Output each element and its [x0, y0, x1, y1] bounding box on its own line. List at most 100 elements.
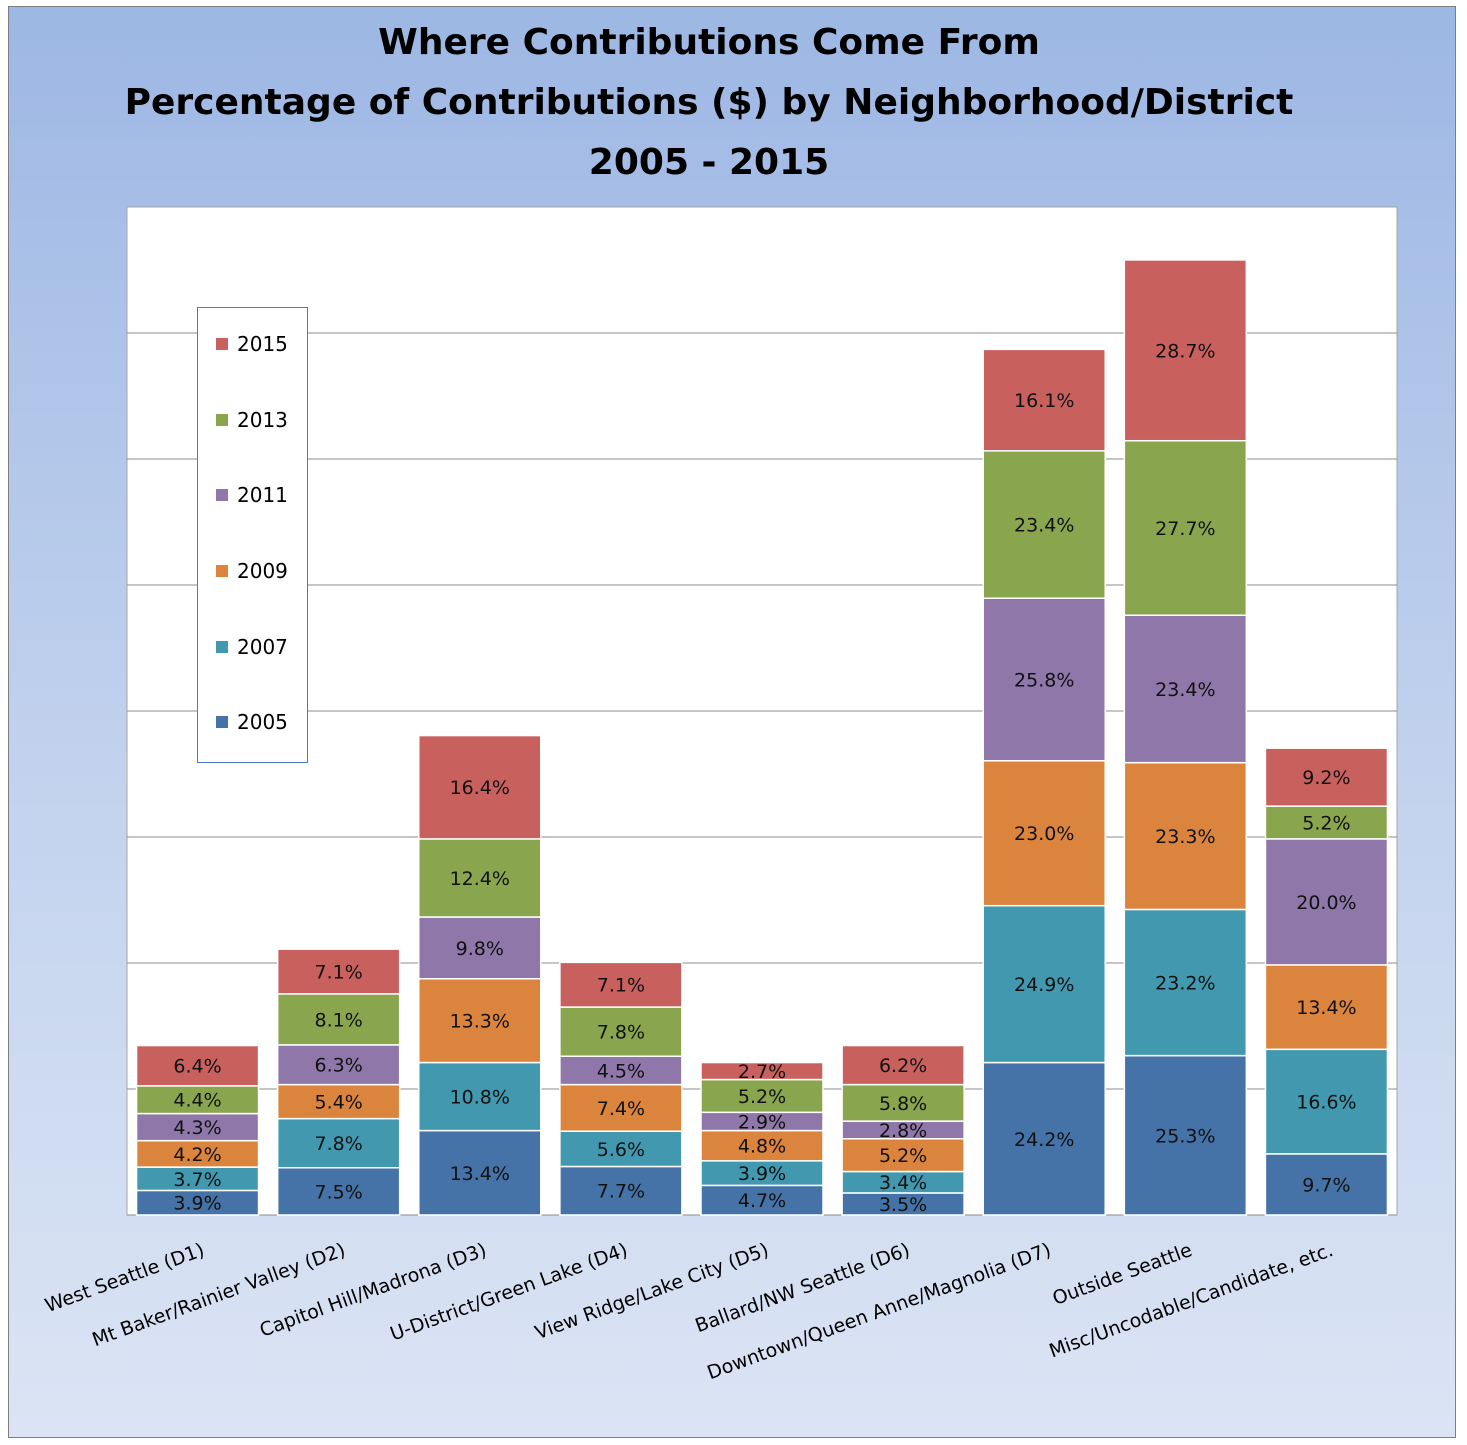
bar-segment	[700, 1061, 824, 1081]
data-label: 3.9%	[173, 1193, 221, 1215]
chart-title-line-1: Where Contributions Come From	[378, 22, 1040, 63]
data-label: 23.0%	[1014, 823, 1074, 845]
legend-label-2013: 2013	[237, 408, 288, 432]
data-label: 4.3%	[173, 1117, 221, 1139]
data-label: 5.2%	[879, 1145, 927, 1167]
legend-swatch-2007	[216, 641, 228, 653]
data-label: 10.8%	[450, 1087, 510, 1109]
data-label: 13.3%	[450, 1011, 510, 1033]
chart-title-line-3: 2005 - 2015	[588, 142, 830, 183]
data-label: 24.2%	[1014, 1129, 1074, 1151]
legend-entry-2007: 2007	[216, 635, 288, 659]
data-label: 23.3%	[1155, 826, 1215, 848]
bar-segment	[418, 916, 542, 980]
data-label: 16.1%	[1014, 390, 1074, 412]
data-label: 25.8%	[1014, 670, 1074, 692]
bar-segment	[135, 1139, 260, 1168]
data-label: 23.2%	[1155, 973, 1215, 995]
x-tick-label: View Ridge/Lake City (D5)	[532, 1239, 772, 1344]
bar-segment	[418, 838, 542, 918]
data-label: 4.5%	[597, 1060, 645, 1082]
data-label: 7.1%	[597, 975, 645, 997]
data-label: 7.5%	[315, 1181, 363, 1203]
legend-label-2009: 2009	[237, 559, 288, 583]
bar-segment	[700, 1129, 824, 1162]
data-label: 16.4%	[450, 777, 510, 799]
data-label: 3.9%	[738, 1163, 786, 1185]
data-label: 20.0%	[1296, 892, 1356, 914]
bar-segment	[276, 1083, 401, 1120]
data-label: 27.7%	[1155, 518, 1215, 540]
bar-segment	[276, 1117, 401, 1169]
data-label: 23.4%	[1155, 679, 1215, 701]
data-label: 12.4%	[450, 868, 510, 890]
legend-swatch-2013	[216, 414, 228, 426]
legend-entry-2011: 2011	[216, 483, 288, 507]
bar-segment	[276, 948, 401, 995]
legend-swatch-2009	[216, 565, 228, 577]
bar-segment	[418, 978, 542, 1064]
bar-segment	[1264, 805, 1389, 840]
bar-segment	[559, 1083, 683, 1132]
bar-segment	[700, 1184, 824, 1216]
chart-title-line-2: Percentage of Contributions ($) by Neigh…	[124, 82, 1294, 123]
data-label: 7.4%	[597, 1098, 645, 1120]
bar-segment	[135, 1189, 260, 1216]
bar-segment	[135, 1112, 260, 1142]
data-label: 3.4%	[879, 1172, 927, 1194]
data-label: 6.4%	[173, 1056, 221, 1078]
bar-segment	[418, 1061, 542, 1132]
data-label: 5.4%	[315, 1092, 363, 1114]
data-label: 7.7%	[597, 1181, 645, 1203]
data-label: 6.3%	[315, 1055, 363, 1077]
legend-label-2007: 2007	[237, 635, 288, 659]
stacked-bar-chart: 3.9%3.7%4.2%4.3%4.4%6.4%West Seattle (D1…	[42, 206, 1398, 1384]
bar-segment	[1123, 439, 1248, 616]
data-label: 23.4%	[1014, 515, 1074, 537]
chart-frame: Where Contributions Come From Percentage…	[8, 6, 1456, 1438]
bar-segment	[1123, 259, 1248, 442]
bar-segment	[135, 1085, 260, 1115]
data-label: 5.8%	[879, 1093, 927, 1115]
data-label: 5.2%	[1302, 813, 1350, 835]
bar-segment	[1123, 1054, 1248, 1216]
bar-segment	[1264, 1153, 1389, 1216]
chart-legend: 2015 2013 2011 2009 2007 2005	[197, 307, 308, 763]
bar-segment	[559, 1055, 683, 1086]
legend-entry-2015: 2015	[216, 332, 288, 356]
bar-segment	[135, 1044, 260, 1087]
data-label: 2.9%	[738, 1111, 786, 1133]
bar-segment	[1123, 614, 1248, 764]
data-label: 2.8%	[879, 1120, 927, 1142]
data-label: 25.3%	[1155, 1125, 1215, 1147]
data-label: 6.2%	[879, 1055, 927, 1077]
legend-entry-2013: 2013	[216, 408, 288, 432]
legend-entry-2009: 2009	[216, 559, 288, 583]
bar-segment	[1264, 747, 1389, 807]
bar-segment	[418, 734, 542, 840]
legend-label-2011: 2011	[237, 483, 288, 507]
x-tick-label: U-District/Green Lake (D4)	[387, 1239, 630, 1345]
bar-segment	[982, 597, 1106, 762]
bar-segment	[1123, 761, 1248, 911]
data-label: 24.9%	[1014, 974, 1074, 996]
data-label: 9.7%	[1302, 1174, 1350, 1196]
bar-segment	[982, 450, 1106, 599]
bar-segment	[276, 993, 401, 1046]
bar-segment	[982, 348, 1106, 452]
data-label: 4.7%	[738, 1190, 786, 1212]
legend-entry-2005: 2005	[216, 710, 288, 734]
bar-segment	[841, 1044, 965, 1086]
data-label: 2.7%	[738, 1061, 786, 1083]
legend-swatch-2011	[216, 489, 228, 501]
bar-segment	[276, 1167, 401, 1216]
bar-segment	[418, 1129, 542, 1216]
bar-segment	[1264, 1048, 1389, 1155]
data-label: 7.8%	[315, 1133, 363, 1155]
data-label: 13.4%	[450, 1163, 510, 1185]
bar-segment	[841, 1138, 965, 1173]
bar-segment	[276, 1044, 401, 1086]
data-label: 13.4%	[1296, 997, 1356, 1019]
data-label: 9.8%	[456, 938, 504, 960]
data-label: 9.2%	[1302, 767, 1350, 789]
